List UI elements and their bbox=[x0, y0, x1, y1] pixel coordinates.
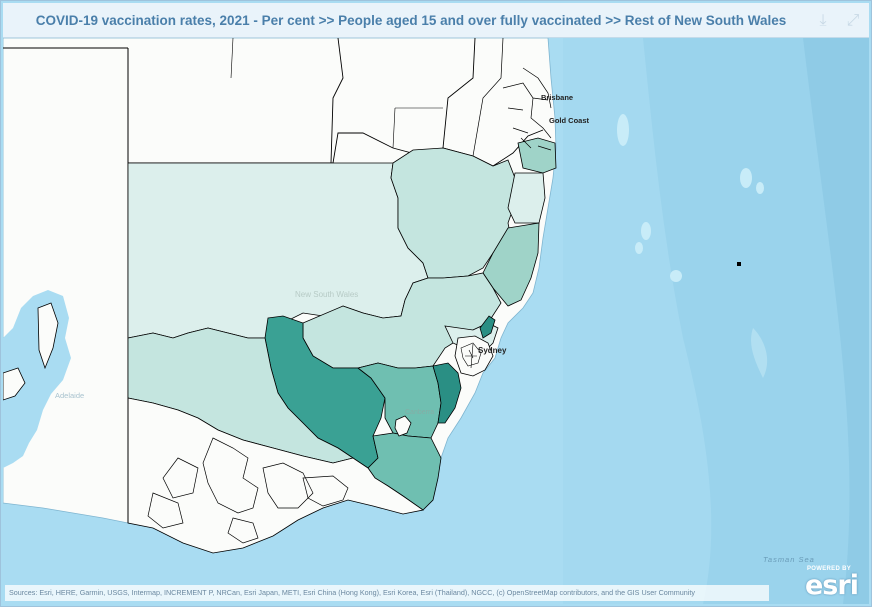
map-label-canberra: Canberra bbox=[405, 409, 434, 416]
region-richmond-tweed bbox=[517, 137, 557, 174]
esri-logo[interactable]: POWERED BY esri bbox=[803, 566, 867, 602]
region-illawarra bbox=[432, 362, 462, 424]
map-label-gold-coast: Gold Coast bbox=[549, 116, 590, 125]
map-title: COVID-19 vaccination rates, 2021 - Per c… bbox=[35, 13, 787, 28]
region-act bbox=[394, 415, 412, 437]
map-label-sydney: Sydney bbox=[478, 346, 507, 355]
map-label-nsw: New South Wales bbox=[295, 290, 358, 299]
esri-wordmark: esri bbox=[805, 570, 859, 601]
expand-icon[interactable]: ⤢ bbox=[846, 12, 860, 29]
region-mid-north-coast bbox=[482, 222, 540, 307]
esri-powered-label: POWERED BY bbox=[807, 566, 852, 572]
region-far-west bbox=[127, 162, 429, 339]
map-attribution[interactable]: Sources: Esri, HERE, Garmin, USGS, Inter… bbox=[5, 585, 769, 601]
map-label-brisbane: Brisbane bbox=[541, 93, 573, 102]
region-victoria bbox=[127, 397, 424, 554]
map-canvas[interactable]: Brisbane Gold Coast Sydney Canberra New … bbox=[3, 38, 869, 604]
title-bar: COVID-19 vaccination rates, 2021 - Per c… bbox=[3, 3, 869, 38]
map-label-adelaide: Adelaide bbox=[55, 391, 84, 400]
map-label-tasman: Tasman Sea bbox=[763, 555, 815, 564]
download-icon[interactable]: ⤓ bbox=[819, 12, 827, 29]
